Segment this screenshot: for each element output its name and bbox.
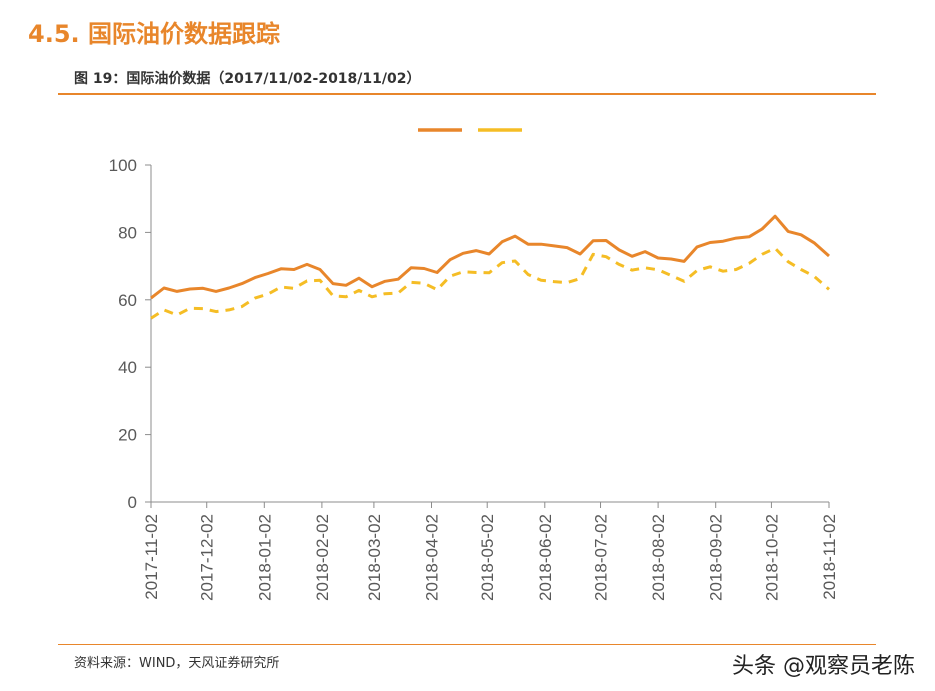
y-tick-label: 60 xyxy=(118,291,137,310)
series-lines xyxy=(150,214,830,320)
y-tick-label: 80 xyxy=(118,223,137,242)
x-tick-label: 2018-01-02 xyxy=(255,514,274,601)
source-note: 资料来源：WIND，天风证券研究所 xyxy=(74,656,280,671)
footer-divider xyxy=(58,644,876,645)
x-tick-label: 2018-07-02 xyxy=(592,514,611,601)
x-tick-label: 2018-08-02 xyxy=(649,514,668,601)
x-tick-label: 2018-09-02 xyxy=(707,514,726,601)
series-line-dashed xyxy=(150,246,830,320)
y-tick-label: 40 xyxy=(118,358,137,377)
y-tick-label: 0 xyxy=(128,493,137,512)
series-line-solid xyxy=(150,214,830,300)
x-tick-label: 2018-03-02 xyxy=(365,514,384,601)
caption-divider xyxy=(58,93,876,95)
x-tick-label: 2018-10-02 xyxy=(762,514,781,601)
x-tick-label: 2018-04-02 xyxy=(422,514,441,601)
figure-caption: 图 19：国际油价数据（2017/11/02-2018/11/02） xyxy=(74,71,421,87)
section-title: 4.5. 国际油价数据跟踪 xyxy=(28,20,280,48)
x-tick-label: 2018-06-02 xyxy=(536,514,555,601)
x-tick-label: 2018-11-02 xyxy=(820,514,839,600)
x-tick-label: 2017-12-02 xyxy=(198,514,217,601)
y-tick-label: 100 xyxy=(109,156,137,175)
x-tick-label: 2018-05-02 xyxy=(478,514,497,601)
y-tick-label: 20 xyxy=(118,426,137,445)
x-tick-label: 2017-11-02 xyxy=(142,514,161,600)
axes: 0 20 40 60 80 100 2017-11-02 2017-12-02 2018-01-… xyxy=(109,156,839,601)
x-tick-label: 2018-02-02 xyxy=(313,514,332,601)
watermark: 头条 @观察员老陈 xyxy=(732,654,915,679)
